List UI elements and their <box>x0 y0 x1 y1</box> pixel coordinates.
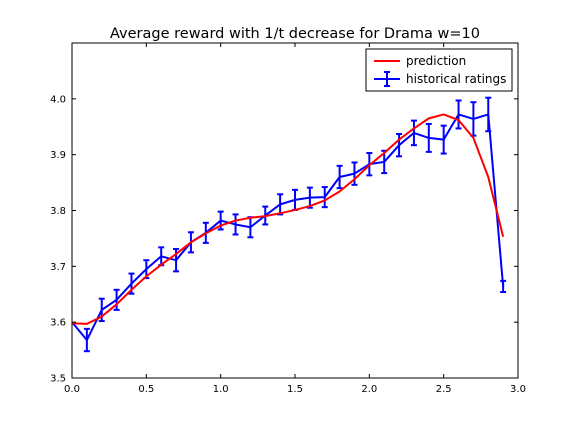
legend-box <box>365 48 513 92</box>
legend: prediction historical ratings <box>365 48 513 92</box>
x-tick-label: 3.0 <box>510 384 526 395</box>
x-tick-label: 0.5 <box>138 384 154 395</box>
chart-title: Average reward with 1/t decrease for Dra… <box>110 26 480 42</box>
y-tick-label: 3.5 <box>50 374 66 385</box>
x-tick-label: 0.0 <box>64 384 80 395</box>
axes-ticks: 0.0 0.5 1.0 1.5 2.0 2.5 3.0 3.5 3.6 3.7 3.8 3.9 4.0 <box>50 43 526 395</box>
plot-area <box>71 96 507 353</box>
y-tick-label: 3.9 <box>50 150 66 161</box>
y-tick-label: 3.6 <box>50 318 66 329</box>
y-tick-label: 4.0 <box>50 94 66 105</box>
prediction-line <box>71 113 505 325</box>
x-tick-label: 1.0 <box>213 384 229 395</box>
x-tick-label: 1.5 <box>287 384 303 395</box>
legend-label-historical: historical ratings <box>406 72 506 86</box>
x-tick-label: 2.5 <box>436 384 452 395</box>
y-tick-label: 3.7 <box>50 262 66 273</box>
legend-label-prediction: prediction <box>406 54 466 68</box>
x-tick-label: 2.0 <box>361 384 377 395</box>
y-tick-label: 3.8 <box>50 206 66 217</box>
historical-ratings-line <box>71 113 505 342</box>
